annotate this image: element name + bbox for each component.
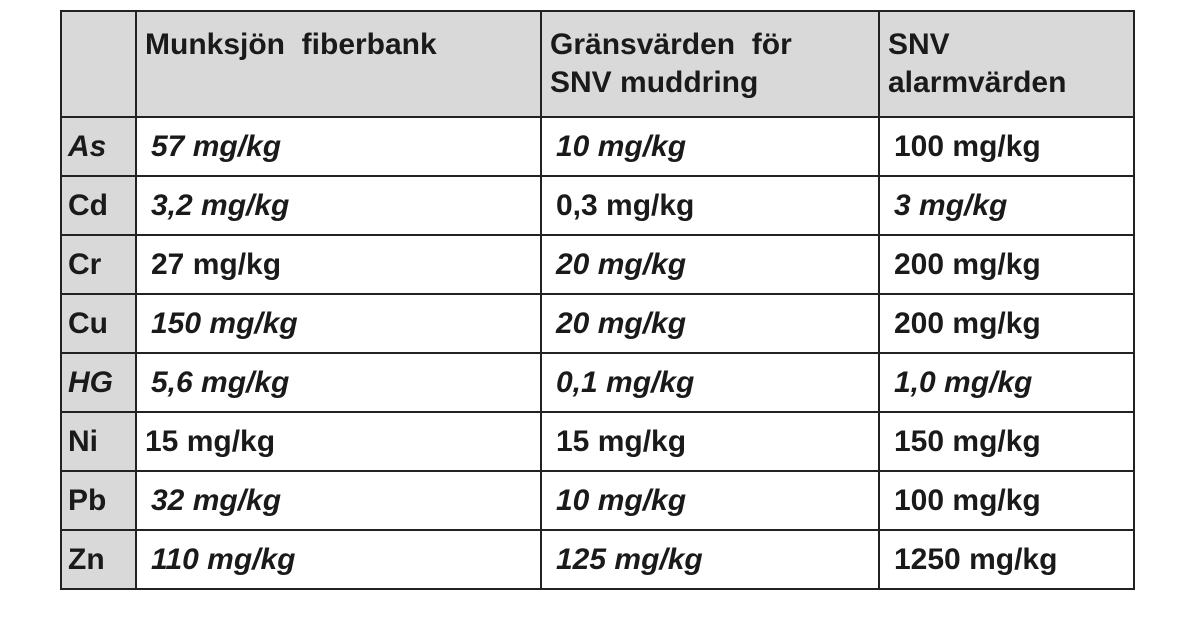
value-cell: 27 mg/kg xyxy=(135,234,542,295)
value-cell: 0,1 mg/kg xyxy=(540,352,880,413)
table-row: Zn 110 mg/kg 125 mg/kg 1250 mg/kg xyxy=(60,529,1135,590)
value-cell: 200 mg/kg xyxy=(878,234,1135,295)
data-table: Munksjön fiberbank Gränsvärden för SNV mud… xyxy=(60,10,1135,590)
value-cell: 150 mg/kg xyxy=(878,411,1135,472)
value-cell: 57 mg/kg xyxy=(135,116,542,177)
value-cell: 0,3 mg/kg xyxy=(540,175,880,236)
row-label: As xyxy=(60,116,137,177)
table-row: As 57 mg/kg 10 mg/kg 100 mg/kg xyxy=(60,116,1135,177)
value-cell: 15 mg/kg xyxy=(135,411,542,472)
column-header: Munksjön fiberbank xyxy=(135,10,542,118)
value-cell: 100 mg/kg xyxy=(878,116,1135,177)
value-cell: 200 mg/kg xyxy=(878,293,1135,354)
value-cell: 20 mg/kg xyxy=(540,293,880,354)
value-cell: 3 mg/kg xyxy=(878,175,1135,236)
value-cell: 125 mg/kg xyxy=(540,529,880,590)
table-row: Cr 27 mg/kg 20 mg/kg 200 mg/kg xyxy=(60,234,1135,295)
value-cell: 1,0 mg/kg xyxy=(878,352,1135,413)
value-cell: 5,6 mg/kg xyxy=(135,352,542,413)
row-label: Zn xyxy=(60,529,137,590)
table-row: Ni 15 mg/kg 15 mg/kg 150 mg/kg xyxy=(60,411,1135,472)
row-label: Cd xyxy=(60,175,137,236)
value-cell: 1250 mg/kg xyxy=(878,529,1135,590)
header-row: Munksjön fiberbank Gränsvärden för SNV mud… xyxy=(60,10,1135,118)
header-line: SNV xyxy=(888,28,950,61)
row-label: Cu xyxy=(60,293,137,354)
row-label: Pb xyxy=(60,470,137,531)
table-row: HG 5,6 mg/kg 0,1 mg/kg 1,0 mg/kg xyxy=(60,352,1135,413)
header-line: Munksjön fiberbank xyxy=(145,28,437,61)
table-row: Pb 32 mg/kg 10 mg/kg 100 mg/kg xyxy=(60,470,1135,531)
header-line: alarmvärden xyxy=(888,66,1067,99)
value-cell: 3,2 mg/kg xyxy=(135,175,542,236)
value-cell: 10 mg/kg xyxy=(540,470,880,531)
column-header: Gränsvärden för SNV muddring xyxy=(540,10,880,118)
value-cell: 110 mg/kg xyxy=(135,529,542,590)
row-label: HG xyxy=(60,352,137,413)
row-label: Cr xyxy=(60,234,137,295)
table-row: Cu 150 mg/kg 20 mg/kg 200 mg/kg xyxy=(60,293,1135,354)
value-cell: 15 mg/kg xyxy=(540,411,880,472)
header-line: Gränsvärden för xyxy=(550,28,792,61)
row-label: Ni xyxy=(60,411,137,472)
value-cell: 150 mg/kg xyxy=(135,293,542,354)
value-cell: 32 mg/kg xyxy=(135,470,542,531)
table-body: Munksjön fiberbank Gränsvärden för SNV mud… xyxy=(60,10,1135,590)
table-row: Cd 3,2 mg/kg 0,3 mg/kg 3 mg/kg xyxy=(60,175,1135,236)
value-cell: 10 mg/kg xyxy=(540,116,880,177)
column-header: SNV alarmvärden xyxy=(878,10,1135,118)
value-cell: 100 mg/kg xyxy=(878,470,1135,531)
header-line: SNV muddring xyxy=(550,66,759,99)
value-cell: 20 mg/kg xyxy=(540,234,880,295)
corner-cell xyxy=(60,10,137,118)
